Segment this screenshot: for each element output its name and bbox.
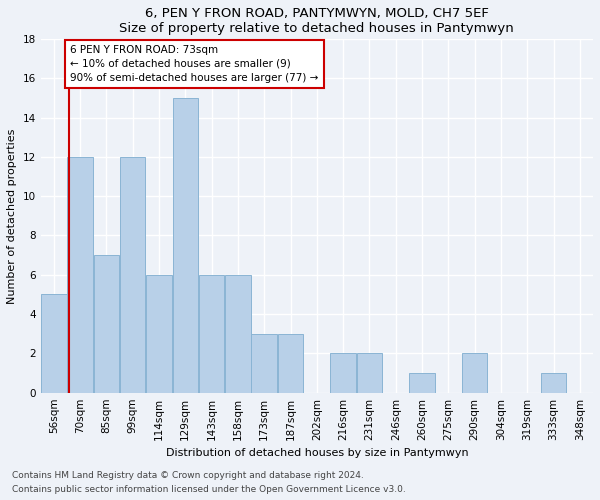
Bar (199, 275, 224, 392)
Y-axis label: Number of detached properties: Number of detached properties (7, 128, 17, 304)
Bar (541, 373, 566, 392)
Text: 6 PEN Y FRON ROAD: 73sqm
← 10% of detached houses are smaller (9)
90% of semi-de: 6 PEN Y FRON ROAD: 73sqm ← 10% of detach… (70, 45, 319, 83)
Bar (331, 354, 356, 393)
Bar (356, 354, 382, 393)
Bar (41, 294, 67, 392)
Bar (462, 354, 487, 393)
Bar (278, 334, 303, 392)
Bar (67, 157, 93, 392)
Bar (94, 255, 119, 392)
Bar (225, 275, 251, 392)
Title: 6, PEN Y FRON ROAD, PANTYMWYN, MOLD, CH7 5EF
Size of property relative to detach: 6, PEN Y FRON ROAD, PANTYMWYN, MOLD, CH7… (119, 7, 514, 35)
Bar (251, 334, 277, 392)
Text: Contains public sector information licensed under the Open Government Licence v3: Contains public sector information licen… (12, 486, 406, 494)
Bar (173, 98, 198, 392)
Bar (146, 275, 172, 392)
Text: Contains HM Land Registry data © Crown copyright and database right 2024.: Contains HM Land Registry data © Crown c… (12, 470, 364, 480)
Bar (120, 157, 145, 392)
X-axis label: Distribution of detached houses by size in Pantymwyn: Distribution of detached houses by size … (166, 448, 468, 458)
Bar (409, 373, 435, 392)
